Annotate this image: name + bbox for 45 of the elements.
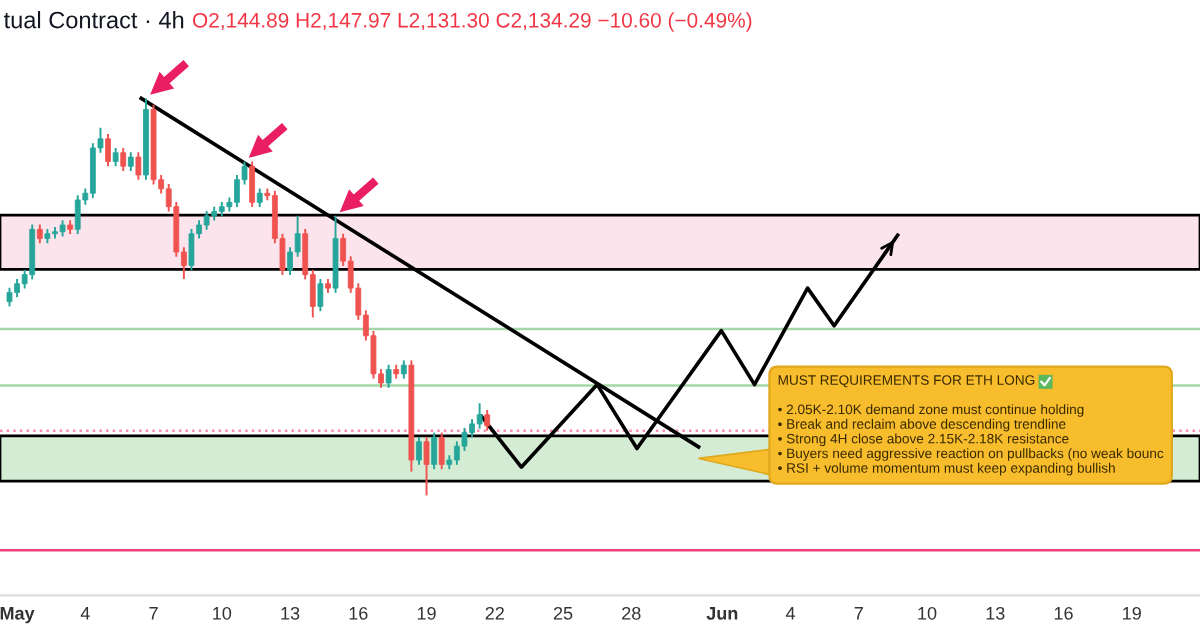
- x-tick-label: 22: [485, 606, 504, 620]
- candlestick: [431, 431, 438, 471]
- candlestick: [135, 151, 142, 181]
- x-tick-label: 19: [1123, 606, 1141, 620]
- candlestick: [112, 146, 119, 168]
- x-tick-label: 7: [854, 607, 863, 620]
- candlestick: [249, 160, 256, 209]
- x-tick-label: 16: [349, 606, 368, 620]
- x-tick-label: 28: [622, 606, 641, 620]
- x-tick-label: 10: [918, 606, 937, 620]
- x-tick-label: 16: [1054, 606, 1073, 620]
- candlestick: [400, 359, 407, 380]
- candlestick: [476, 402, 483, 430]
- candlestick: [203, 210, 210, 231]
- candlestick: [416, 436, 422, 466]
- candlestick: [484, 409, 491, 432]
- x-tick-label: 19: [417, 606, 436, 620]
- candlestick: [438, 431, 445, 471]
- candlestick: [423, 436, 430, 497]
- candlestick: [188, 227, 195, 272]
- candlestick: [90, 142, 96, 199]
- x-tick-label: May: [0, 607, 35, 624]
- candlestick: [317, 278, 324, 313]
- x-tick-label: 25: [553, 606, 573, 620]
- candlestick: [14, 278, 20, 299]
- candlestick: [127, 151, 134, 172]
- x-tick-label: 7: [149, 607, 158, 620]
- chart-title: tual Contract · 4h: [3, 11, 184, 29]
- candlestick: [120, 146, 127, 172]
- candlestick: [256, 187, 263, 209]
- x-tick-label: 13: [986, 606, 1005, 620]
- candlestick: [105, 133, 111, 168]
- text: O2,144.89 H2,147.97 L2,131.30 C2,134.29 −10.60 (−0.49%): [192, 12, 752, 32]
- x-tick-label: Jun: [706, 607, 738, 620]
- candlestick: [469, 418, 475, 439]
- candlestick: [36, 223, 43, 245]
- candlestick: [6, 286, 13, 308]
- candlestick: [234, 173, 240, 209]
- x-tick-label: 10: [213, 606, 232, 620]
- x-tick-label: 4: [785, 607, 796, 620]
- x-tick-label: 4: [80, 607, 90, 620]
- x-tick-label: 13: [281, 606, 300, 620]
- candlestick: [385, 363, 392, 389]
- candlestick: [74, 194, 81, 236]
- candlestick: [29, 223, 36, 281]
